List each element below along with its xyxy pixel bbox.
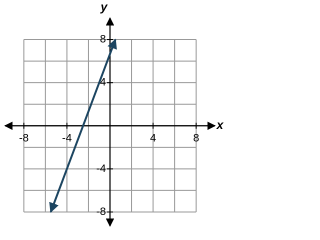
x-tick-label: 8 [193,133,199,145]
y-tick-label: -8 [96,206,106,218]
x-tick-label: -8 [19,133,29,145]
chart: x y -8 -4 4 8-8-448 [4,0,225,227]
y-tick-label: 8 [100,33,106,45]
x-axis-label: x [216,118,225,132]
y-tick-label: -4 [96,163,106,175]
x-tick-label: 4 [150,133,156,145]
y-axis-label: y [100,0,109,14]
line [49,38,117,213]
x-tick-label: -4 [62,133,72,145]
